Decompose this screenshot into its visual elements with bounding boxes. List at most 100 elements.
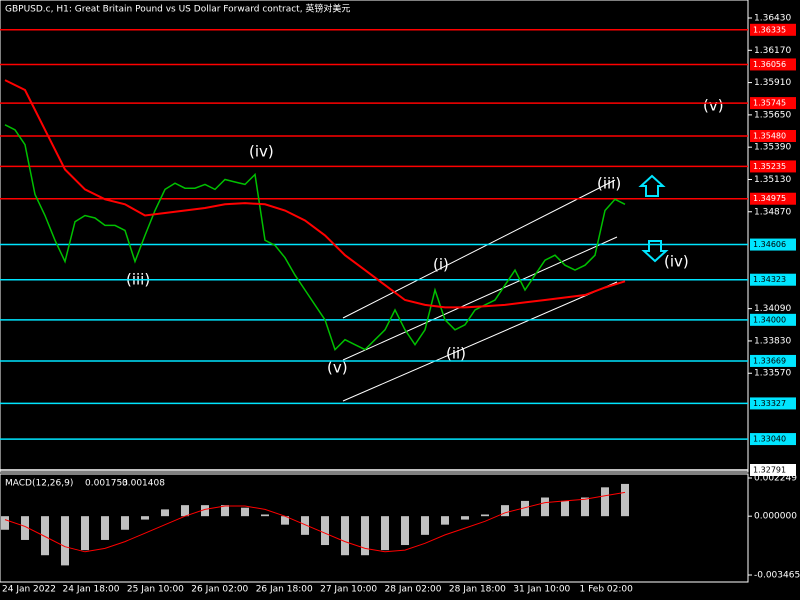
level-label: 1.32791 [753,466,786,475]
macd-bar [1,516,9,530]
macd-bar [281,516,289,525]
y-tick-label: 1.34090 [754,304,791,314]
y-tick-label: 1.36430 [754,14,791,24]
y-tick-label: 1.35390 [754,143,791,153]
y-tick-label: 1.35650 [754,110,791,120]
level-label: 1.35745 [753,99,786,108]
macd-tick-label: 0.002249 [754,474,797,484]
macd-bar [81,516,89,551]
level-label-box [750,23,796,36]
level-label-box [750,464,796,476]
level-label: 1.34000 [753,315,786,324]
macd-bar [481,514,489,517]
chart-title: GBPUSD.c, H1: Great Britain Pound vs US … [5,3,350,15]
macd-bar [421,516,429,535]
level-label: 1.36056 [753,60,786,69]
channel-line [342,179,616,319]
macd-tick-label: -0.003465 [754,571,800,581]
level-label-box [750,397,796,410]
macd-bar [41,516,49,556]
macd-signal-value: 0.001408 [122,479,165,489]
level-label: 1.34606 [753,240,786,249]
down-arrow [641,240,669,263]
main-frame [0,0,749,473]
wave-label: (iv) [249,143,274,161]
macd-bar [121,516,129,530]
macd-bar [181,505,189,517]
macd-bar [321,516,329,546]
wave-label: (v) [327,359,348,377]
level-label: 1.34975 [753,194,786,203]
macd-bar [341,516,349,556]
wave-label: (ii) [446,345,466,363]
level-label: 1.35480 [753,131,786,140]
x-tick-label: 26 Jan 02:00 [191,585,248,595]
level-label-box [750,129,796,142]
wave-label: (v) [703,97,724,115]
macd-bar [21,516,29,540]
wave-label: (i) [433,256,449,274]
macd-bar [461,516,469,520]
macd-bar [361,516,369,556]
wave-label: (iv) [664,253,689,271]
channel-line [342,236,618,361]
level-label-box [750,273,796,286]
wave-label: (iii) [597,175,621,193]
y-tick-label: 1.35910 [754,78,791,88]
x-tick-label: 27 Jan 10:00 [320,585,377,595]
level-label: 1.35235 [753,162,786,171]
macd-label: MACD(12,26,9) [5,479,73,489]
macd-bar [561,500,569,517]
macd-bar [541,497,549,517]
level-label-box [750,433,796,446]
level-label: 1.33040 [753,435,786,444]
macd-bar [621,483,629,517]
y-tick-label: 1.33830 [754,336,791,346]
level-label-box [750,160,796,173]
x-tick-label: 24 Jan 18:00 [63,585,120,595]
macd-bar [581,497,589,517]
macd-bar [101,516,109,540]
level-label: 1.34323 [753,275,786,284]
macd-bar [201,505,209,517]
price-line [4,124,626,351]
x-tick-label: 28 Jan 18:00 [449,585,506,595]
y-tick-label: 1.36170 [754,46,791,56]
macd-bar [441,516,449,525]
level-label: 1.33669 [753,356,786,365]
macd-frame [0,473,749,583]
macd-value: 0.001753 [85,479,128,489]
level-label-box [750,97,796,110]
x-tick-label: 1 Feb 02:00 [580,585,634,595]
level-label-box [750,192,796,205]
x-tick-label: 26 Jan 18:00 [256,585,313,595]
up-arrow [638,174,666,197]
macd-bar [381,516,389,551]
macd-bar [141,516,149,520]
macd-bar [501,505,509,517]
y-tick-label: 1.33570 [754,369,791,379]
x-tick-label: 24 Jan 2022 [2,585,56,595]
macd-tick-label: 0.000000 [754,512,797,522]
macd-bar [241,507,249,517]
macd-bar [261,514,269,517]
level-label-box [750,354,796,367]
macd-bar [601,487,609,517]
ma-line [4,79,626,309]
macd-bar [401,516,409,546]
level-label: 1.36335 [753,25,786,34]
level-label: 1.33327 [753,399,786,408]
macd-signal [4,491,626,553]
y-tick-label: 1.35130 [754,175,791,185]
y-tick-label: 1.34870 [754,207,791,217]
x-tick-label: 28 Jan 02:00 [385,585,442,595]
macd-bar [161,509,169,517]
macd-bar [61,516,69,566]
x-tick-label: 25 Jan 10:00 [127,585,184,595]
macd-bar [221,505,229,517]
channel-line [342,281,618,402]
level-label-box [750,238,796,251]
level-label-box [750,58,796,71]
